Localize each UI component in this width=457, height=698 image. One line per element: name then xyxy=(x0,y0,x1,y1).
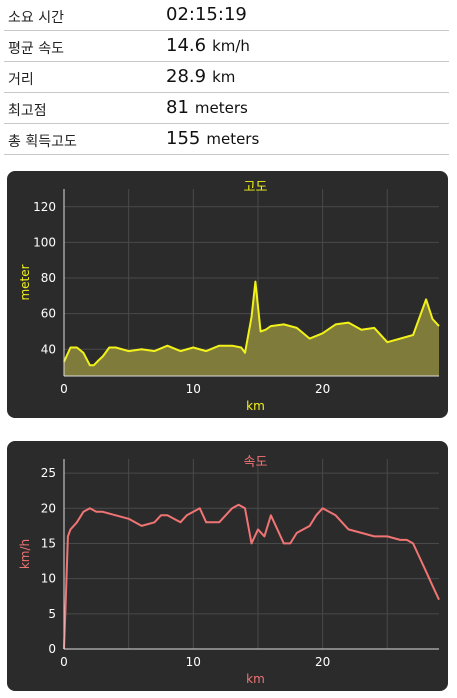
speed-ylabel: km/h xyxy=(18,539,32,569)
stat-label-distance: 거리 xyxy=(8,72,34,88)
speed-ytick-label-3: 15 xyxy=(41,536,56,550)
altitude-chart: 40 60 80 100 120 0 10 20 고도 km meter xyxy=(18,180,440,413)
avg-speed-unit: km/h xyxy=(212,37,250,55)
distance-unit: km xyxy=(212,68,236,86)
stat-value-duration: 02:15:19 xyxy=(166,4,247,25)
speed-xtick-label-2: 20 xyxy=(315,655,330,669)
speed-ytick-label-2: 10 xyxy=(41,572,56,586)
stat-value-distance: 28.9 km xyxy=(166,66,235,87)
stat-label-avg-speed: 평균 속도 xyxy=(8,41,64,57)
elevation-gain-unit: meters xyxy=(206,130,260,148)
stat-row-max-elevation: 최고점 81 meters xyxy=(4,93,449,124)
stat-value-max-elevation: 81 meters xyxy=(166,97,248,118)
stat-row-distance: 거리 28.9 km xyxy=(4,62,449,93)
altitude-chart-panel: 40 60 80 100 120 0 10 20 고도 km meter xyxy=(7,171,448,418)
stat-value-elevation-gain: 155 meters xyxy=(166,128,259,149)
stat-value-avg-speed: 14.6 km/h xyxy=(166,35,250,56)
altitude-ytick-label-2: 80 xyxy=(41,271,56,285)
altitude-xtick-label-0: 0 xyxy=(60,382,68,396)
speed-ytick-label-1: 5 xyxy=(48,607,56,621)
speed-title: 속도 xyxy=(244,455,268,470)
stat-label-duration: 소요 시간 xyxy=(8,10,64,26)
stat-label-max-elevation: 최고점 xyxy=(8,103,47,119)
altitude-series-line xyxy=(63,280,440,367)
speed-xtick-label-1: 10 xyxy=(186,655,201,669)
altitude-xtick-label-2: 20 xyxy=(315,382,330,396)
elevation-gain-value: 155 xyxy=(166,128,201,149)
duration-value: 02:15:19 xyxy=(166,4,247,25)
altitude-area xyxy=(64,281,439,376)
speed-xtick-label-0: 0 xyxy=(60,655,68,669)
altitude-title: 고도 xyxy=(244,180,268,195)
speed-ytick-label-0: 0 xyxy=(48,642,56,656)
stat-row-elevation-gain: 총 획득고도 155 meters xyxy=(4,124,449,155)
distance-value: 28.9 xyxy=(166,66,207,87)
altitude-ytick-label-0: 40 xyxy=(41,342,56,356)
altitude-ylabel: meter xyxy=(18,264,32,300)
max-elevation-value: 81 xyxy=(166,97,189,118)
speed-chart: 0 5 10 15 20 25 0 10 20 속도 km km/h xyxy=(18,455,440,686)
altitude-xtick-label-1: 10 xyxy=(186,382,201,396)
stat-row-avg-speed: 평균 속도 14.6 km/h xyxy=(4,31,449,62)
speed-ytick-label-5: 25 xyxy=(41,466,56,480)
speed-xlabel: km xyxy=(246,672,265,686)
altitude-ytick-label-4: 120 xyxy=(33,200,56,214)
stats-list: 소요 시간 02:15:19 평균 속도 14.6 km/h 거리 28.9 km … xyxy=(0,0,457,155)
speed-series-line xyxy=(63,503,440,650)
avg-speed-value: 14.6 xyxy=(166,35,207,56)
altitude-ytick-label-1: 60 xyxy=(41,307,56,321)
stat-label-elevation-gain: 총 획득고도 xyxy=(8,134,77,150)
speed-ytick-label-4: 20 xyxy=(41,501,56,515)
altitude-xlabel: km xyxy=(246,399,265,413)
max-elevation-unit: meters xyxy=(194,99,248,117)
speed-chart-panel: 0 5 10 15 20 25 0 10 20 속도 km km/h xyxy=(7,441,448,691)
stat-row-duration: 소요 시간 02:15:19 xyxy=(4,0,449,31)
altitude-ytick-label-3: 100 xyxy=(33,235,56,249)
